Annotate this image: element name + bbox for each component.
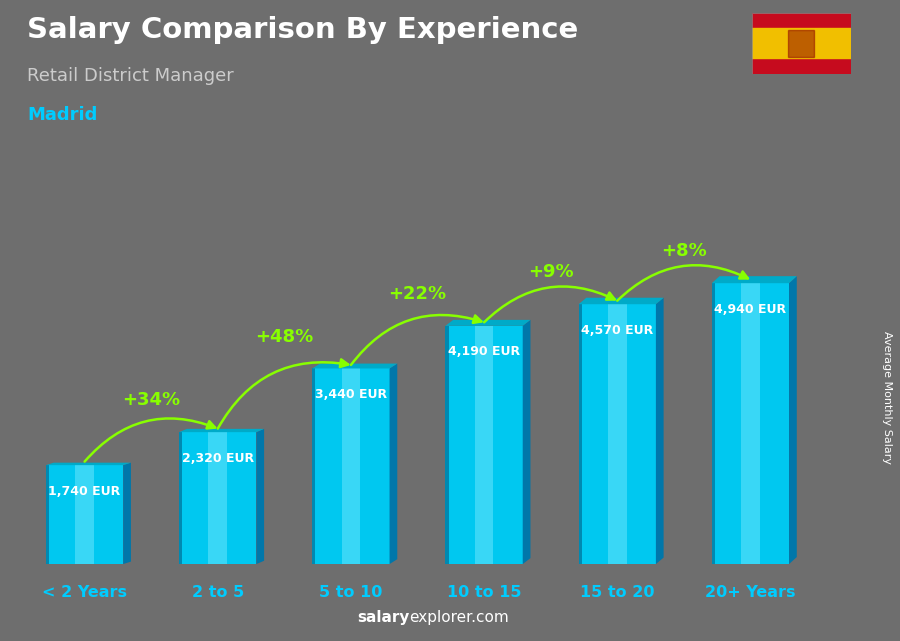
Text: 2 to 5: 2 to 5	[192, 585, 244, 600]
Polygon shape	[256, 429, 264, 564]
Polygon shape	[390, 363, 397, 564]
Polygon shape	[342, 369, 360, 564]
Polygon shape	[76, 465, 94, 564]
Text: salary: salary	[357, 610, 410, 625]
Polygon shape	[742, 283, 760, 564]
Text: Average Monthly Salary: Average Monthly Salary	[881, 331, 892, 464]
Text: 4,940 EUR: 4,940 EUR	[715, 303, 787, 315]
Polygon shape	[312, 369, 315, 564]
Text: 4,570 EUR: 4,570 EUR	[581, 324, 653, 337]
Polygon shape	[446, 320, 530, 326]
Text: 2,320 EUR: 2,320 EUR	[182, 451, 254, 465]
Polygon shape	[312, 369, 390, 564]
Text: 10 to 15: 10 to 15	[446, 585, 521, 600]
Polygon shape	[179, 432, 182, 564]
Text: 3,440 EUR: 3,440 EUR	[315, 388, 387, 401]
Polygon shape	[209, 432, 227, 564]
Polygon shape	[712, 283, 789, 564]
Polygon shape	[475, 326, 493, 564]
Text: 15 to 20: 15 to 20	[580, 585, 654, 600]
Text: Salary Comparison By Experience: Salary Comparison By Experience	[27, 16, 578, 44]
Polygon shape	[789, 276, 796, 564]
Text: Madrid: Madrid	[27, 106, 97, 124]
Polygon shape	[179, 432, 256, 564]
Polygon shape	[656, 297, 663, 564]
Text: Retail District Manager: Retail District Manager	[27, 67, 234, 85]
Text: +22%: +22%	[389, 285, 446, 303]
Polygon shape	[123, 463, 130, 564]
Polygon shape	[46, 465, 50, 564]
Bar	[788, 29, 814, 57]
Polygon shape	[523, 320, 530, 564]
Polygon shape	[446, 326, 523, 564]
Text: +34%: +34%	[122, 392, 180, 410]
Text: +8%: +8%	[661, 242, 707, 260]
Polygon shape	[446, 326, 448, 564]
Text: +48%: +48%	[256, 328, 313, 345]
Polygon shape	[179, 429, 264, 432]
Text: 20+ Years: 20+ Years	[706, 585, 796, 600]
Text: +9%: +9%	[528, 263, 573, 281]
Polygon shape	[608, 304, 626, 564]
Polygon shape	[46, 463, 130, 465]
Text: 4,190 EUR: 4,190 EUR	[448, 345, 520, 358]
Polygon shape	[312, 363, 397, 369]
Polygon shape	[579, 304, 581, 564]
Polygon shape	[46, 465, 123, 564]
Text: 1,740 EUR: 1,740 EUR	[49, 485, 121, 497]
Polygon shape	[579, 304, 656, 564]
Text: 5 to 10: 5 to 10	[320, 585, 382, 600]
Text: < 2 Years: < 2 Years	[42, 585, 127, 600]
Polygon shape	[712, 283, 715, 564]
Bar	[752, 28, 850, 58]
Polygon shape	[712, 276, 796, 283]
Polygon shape	[579, 297, 663, 304]
Text: explorer.com: explorer.com	[410, 610, 509, 625]
